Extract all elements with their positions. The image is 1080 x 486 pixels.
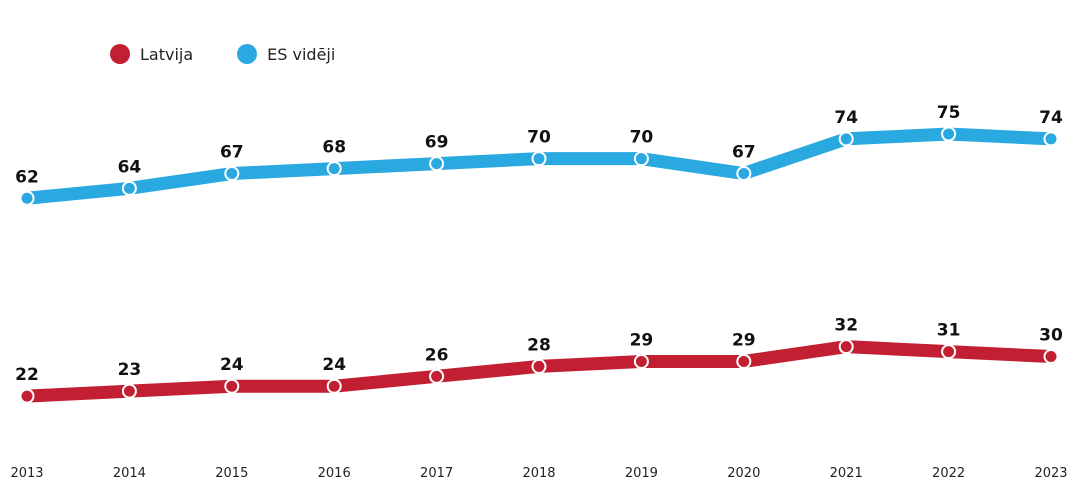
data-label-es-videji: 69 [425, 133, 449, 153]
x-tick-label: 2015 [215, 466, 248, 481]
data-label-es-videji: 67 [220, 143, 244, 163]
data-point-latvija [941, 344, 957, 360]
data-label-latvija: 22 [15, 365, 39, 385]
x-tick-label: 2023 [1034, 466, 1067, 481]
data-point-latvija [736, 353, 752, 369]
data-label-latvija: 24 [220, 355, 244, 375]
data-point-es-videji [941, 126, 957, 142]
legend-label-latvija: Latvija [140, 44, 194, 64]
data-point-es-videji [326, 161, 342, 177]
x-tick-label: 2017 [420, 466, 453, 481]
data-label-latvija: 30 [1039, 326, 1063, 346]
data-label-es-videji: 74 [1039, 108, 1063, 128]
data-point-latvija [1043, 349, 1059, 365]
data-point-latvija [429, 368, 445, 384]
data-label-latvija: 26 [425, 345, 449, 365]
data-point-es-videji [121, 180, 137, 196]
data-label-es-videji: 74 [834, 108, 858, 128]
data-label-latvija: 29 [732, 330, 756, 350]
legend-label-es-videji: ES vidēji [267, 44, 336, 64]
x-tick-label: 2021 [830, 466, 863, 481]
data-label-es-videji: 67 [732, 143, 756, 163]
legend-item-latvija: Latvija [110, 44, 193, 64]
data-label-latvija: 29 [630, 330, 654, 350]
data-label-latvija: 31 [937, 321, 961, 341]
data-point-latvija [531, 358, 547, 374]
legend: Latvija ES vidēji [110, 44, 335, 64]
data-point-es-videji [736, 166, 752, 182]
x-tick-label: 2020 [727, 466, 760, 481]
data-label-es-videji: 64 [118, 157, 142, 177]
data-label-es-videji: 70 [630, 128, 654, 148]
legend-swatch-es-videji [237, 44, 258, 64]
data-point-es-videji [531, 151, 547, 167]
legend-item-es-videji: ES vidēji [237, 44, 335, 64]
data-label-latvija: 28 [527, 335, 551, 355]
data-point-latvija [838, 339, 854, 355]
data-label-es-videji: 62 [15, 167, 39, 187]
data-point-latvija [224, 378, 240, 394]
x-tick-label: 2014 [113, 466, 146, 481]
data-label-es-videji: 75 [937, 103, 961, 123]
x-tick-label: 2019 [625, 466, 658, 481]
data-label-es-videji: 68 [322, 138, 346, 158]
data-point-latvija [326, 378, 342, 394]
data-point-es-videji [633, 151, 649, 167]
x-tick-label: 2016 [318, 466, 351, 481]
data-point-latvija [121, 383, 137, 399]
data-point-es-videji [19, 190, 35, 206]
x-tick-label: 2022 [932, 466, 965, 481]
data-point-es-videji [838, 131, 854, 147]
data-point-es-videji [1043, 131, 1059, 147]
data-point-es-videji [224, 166, 240, 182]
x-tick-label: 2013 [10, 466, 43, 481]
data-label-latvija: 24 [322, 355, 346, 375]
legend-swatch-latvija [110, 44, 130, 64]
data-point-latvija [633, 353, 649, 369]
data-label-es-videji: 70 [527, 128, 551, 148]
data-label-latvija: 23 [118, 360, 142, 380]
data-point-es-videji [429, 156, 445, 172]
x-tick-label: 2018 [522, 466, 555, 481]
data-label-latvija: 32 [834, 316, 858, 336]
data-point-latvija [19, 388, 35, 404]
